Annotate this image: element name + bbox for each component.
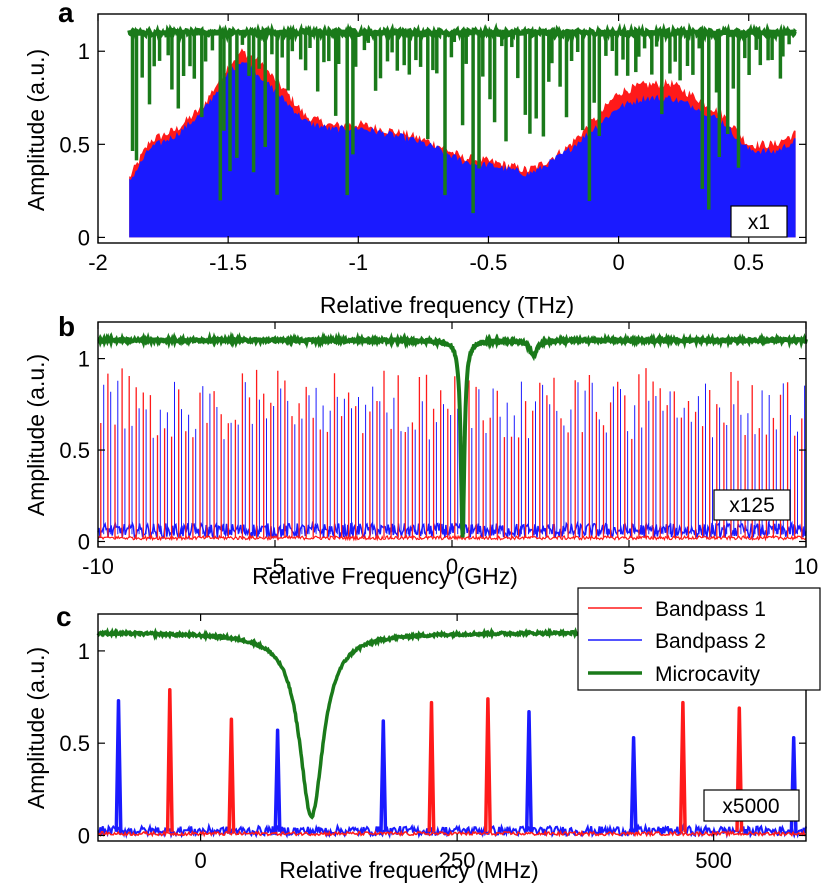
panel-a-ytick-label: 0 <box>78 225 90 250</box>
panel-b-xlabel: Relative Frequency (GHz) <box>252 563 518 589</box>
panel-c-bandpass-1-peak <box>483 697 492 832</box>
panel-a-label: a <box>58 0 74 28</box>
panel-c-bandpass-2-peak <box>629 735 638 832</box>
panel-c-xtick-label: 0 <box>194 848 206 873</box>
panel-b-xtick-label: 10 <box>794 554 818 579</box>
panel-c-xtick-label: 500 <box>695 848 732 873</box>
panel-c-bandpass-1-peak <box>427 700 436 832</box>
panel-a-scale-label: x1 <box>748 211 770 234</box>
panel-c-bandpass-1-peak <box>165 687 174 832</box>
panel-b-ytick-label: 0.5 <box>59 438 90 463</box>
panel-a-plot-area <box>127 22 797 238</box>
panel-c: c Amplitude (a.u.) Relative frequency (M… <box>23 587 821 883</box>
panel-b-axis-ticks: -10 -5 0 5 10 0 0.5 1 <box>59 322 818 579</box>
panel-a-xtick-label: -1.5 <box>209 250 247 275</box>
panel-a-ytick-label: 1 <box>78 39 90 64</box>
panel-b-scale-label: x125 <box>729 494 775 517</box>
panel-c-xtick-label: 250 <box>439 848 476 873</box>
panel-b-xtick-label: 0 <box>446 554 458 579</box>
panel-b-ytick-label: 1 <box>78 347 90 372</box>
panel-a-xtick-label: 0.5 <box>733 250 764 275</box>
panel-b-ytick-label: 0 <box>78 530 90 555</box>
panel-c-bandpass-1-peak <box>227 717 236 832</box>
panel-c-ytick-label: 0.5 <box>59 731 90 756</box>
panel-c-xlabel: Relative frequency (MHz) <box>279 857 538 883</box>
panel-c-bandpass-2-peak <box>379 719 388 832</box>
panel-b-xtick-label: -10 <box>82 554 114 579</box>
panel-c-scale-box <box>703 789 800 822</box>
panel-c-scale-label: x5000 <box>722 795 779 818</box>
panel-a-xtick-label: -1 <box>349 250 369 275</box>
panel-a-microcavity-baseline <box>127 22 797 44</box>
panel-b-plot-area <box>97 331 808 542</box>
panel-a-ytick-label: 0.5 <box>59 132 90 157</box>
panel-c-bandpass-2-peak <box>114 698 123 832</box>
panel-c-bandpass-2-peak <box>273 728 282 832</box>
panel-a-axes-frame <box>97 13 807 244</box>
panel-c-legend: Bandpass 1 Bandpass 2 Microcavity <box>577 587 821 691</box>
panel-c-axis-ticks: 0 250 500 0 0.5 1 <box>59 614 806 873</box>
panel-c-ylabel: Amplitude (a.u.) <box>23 647 49 809</box>
panel-c-bandpass-1-peak <box>678 700 687 832</box>
panel-a-xtick-label: -2 <box>88 250 108 275</box>
panel-b-scale-box <box>713 489 791 521</box>
panel-a-xtick-label: 0 <box>612 250 624 275</box>
panel-c-bandpass-1-noise-floor <box>97 829 807 838</box>
panel-a-bandpass-blue-envelope <box>129 62 796 238</box>
panel-c-ytick-label: 1 <box>78 639 90 664</box>
panel-b-axes-frame <box>97 321 807 548</box>
panel-b-xtick-label: -5 <box>265 554 285 579</box>
panel-a-ylabel: Amplitude (a.u.) <box>23 49 49 211</box>
panel-c-bandpass-2-noise-floor <box>97 822 807 839</box>
panel-a-scale-box <box>730 205 788 238</box>
legend-label-microcavity: Microcavity <box>655 663 761 686</box>
panel-a-xlabel: Relative frequency (THz) <box>320 292 574 318</box>
panel-b-xtick-label: 5 <box>623 554 635 579</box>
panel-b-label: b <box>58 311 75 342</box>
panel-b-microcavity-trace <box>97 331 808 538</box>
panel-a-microcavity-trace <box>127 22 797 214</box>
legend-label-bandpass-1: Bandpass 1 <box>655 598 766 621</box>
panel-a: a Amplitude (a.u.) Relative frequency (T… <box>23 0 807 318</box>
panel-b-ylabel: Amplitude (a.u.) <box>23 354 49 516</box>
panel-a-axis-ticks: -2 -1.5 -1 -0.5 0 0.5 0 0.5 1 <box>59 14 806 275</box>
panel-c-label: c <box>56 601 72 632</box>
panel-c-ytick-label: 0 <box>78 823 90 848</box>
panel-a-xtick-label: -0.5 <box>469 250 507 275</box>
panel-b-bandpass-1-noise-floor <box>97 534 807 542</box>
panel-c-plot-area <box>96 625 808 839</box>
panel-c-axes-frame <box>97 613 807 842</box>
panel-b: b Amplitude (a.u.) Relative Frequency (G… <box>23 311 818 589</box>
panel-c-bandpass-2-peak <box>524 710 533 832</box>
legend-label-bandpass-2: Bandpass 2 <box>655 630 766 653</box>
